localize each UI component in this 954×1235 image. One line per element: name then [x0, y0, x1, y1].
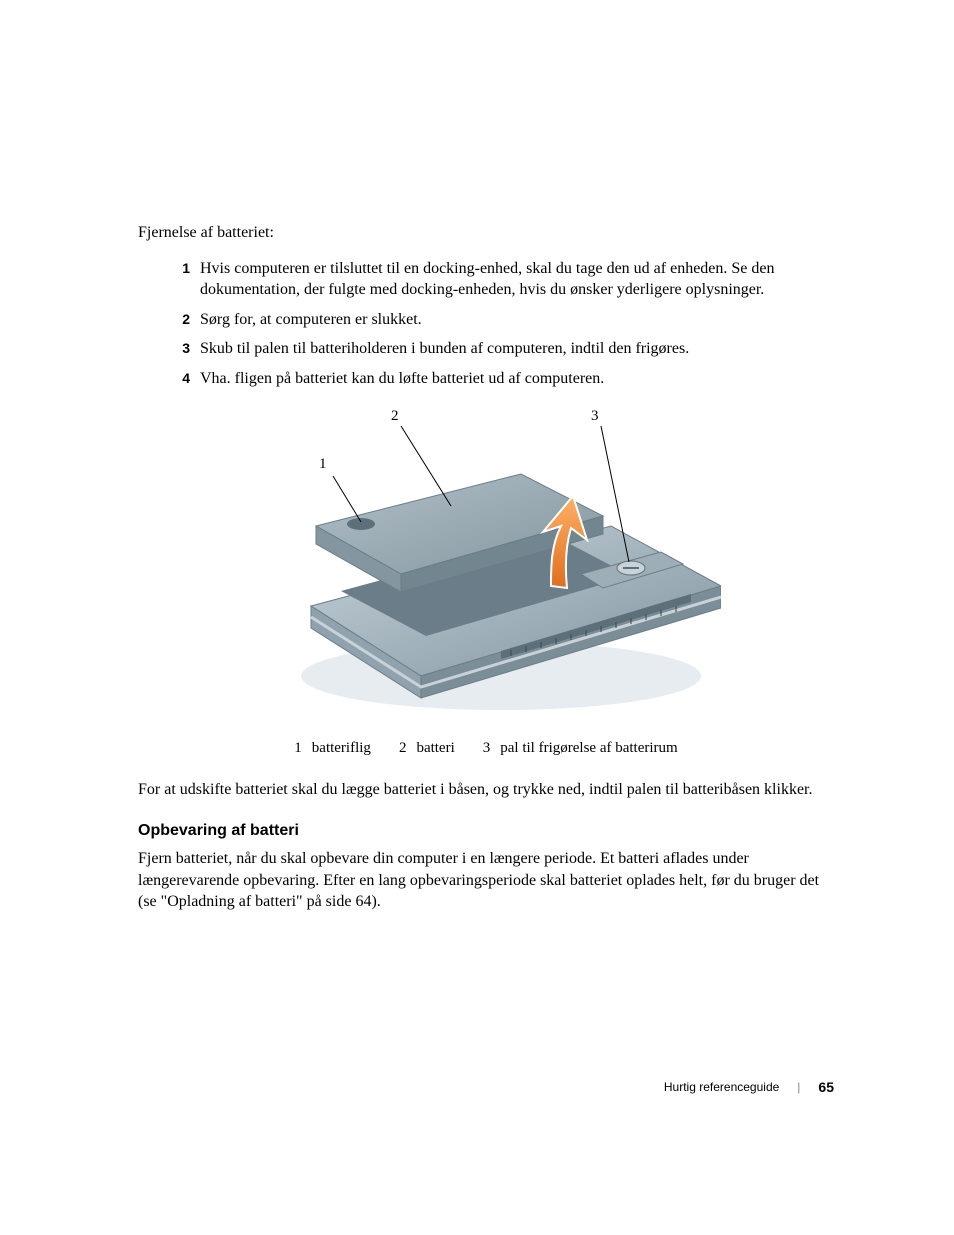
step-text: Vha. fligen på batteriet kan du løfte ba…: [200, 368, 834, 390]
step-text: Sørg for, at computeren er slukket.: [200, 309, 834, 331]
step-list: 1 Hvis computeren er tilsluttet til en d…: [138, 258, 834, 390]
figure-legend: 1 batteriflig 2 batteri 3 pal til frigør…: [138, 740, 834, 757]
step-item: 3 Skub til palen til batteriholderen i b…: [170, 338, 834, 360]
page-footer: Hurtig referenceguide | 65: [664, 1079, 834, 1095]
legend-number: 1: [294, 740, 302, 757]
step-number: 1: [170, 258, 200, 276]
step-item: 1 Hvis computeren er tilsluttet til en d…: [170, 258, 834, 301]
legend-item: 2 batteri: [399, 740, 455, 757]
legend-number: 2: [399, 740, 407, 757]
legend-item: 3 pal til frigørelse af batterirum: [483, 740, 678, 757]
figure-callout-2: 2: [391, 408, 399, 425]
step-item: 4 Vha. fligen på batteriet kan du løfte …: [170, 368, 834, 390]
legend-label: batteriflig: [312, 740, 371, 757]
step-text: Skub til palen til batteriholderen i bun…: [200, 338, 834, 360]
legend-label: pal til frigørelse af batterirum: [500, 740, 677, 757]
footer-page-number: 65: [818, 1079, 834, 1095]
intro-text: Fjernelse af batteriet:: [138, 222, 834, 244]
legend-label: batteri: [416, 740, 454, 757]
battery-removal-illustration: [251, 406, 721, 726]
step-number: 4: [170, 368, 200, 386]
step-item: 2 Sørg for, at computeren er slukket.: [170, 309, 834, 331]
storage-paragraph: Fjern batteriet, når du skal opbevare di…: [138, 848, 834, 913]
footer-separator: |: [797, 1080, 800, 1094]
step-text: Hvis computeren er tilsluttet til en doc…: [200, 258, 834, 301]
replace-battery-paragraph: For at udskifte batteriet skal du lægge …: [138, 779, 834, 801]
legend-number: 3: [483, 740, 491, 757]
document-page: Fjernelse af batteriet: 1 Hvis computere…: [0, 0, 954, 1235]
figure-callout-3: 3: [591, 408, 599, 425]
battery-removal-figure: 1 2 3: [251, 406, 721, 726]
legend-item: 1 batteriflig: [294, 740, 371, 757]
footer-title: Hurtig referenceguide: [664, 1080, 779, 1094]
step-number: 3: [170, 338, 200, 356]
section-heading-storage: Opbevaring af batteri: [138, 822, 834, 840]
figure-container: 1 2 3: [138, 406, 834, 726]
figure-callout-1: 1: [319, 456, 327, 473]
step-number: 2: [170, 309, 200, 327]
